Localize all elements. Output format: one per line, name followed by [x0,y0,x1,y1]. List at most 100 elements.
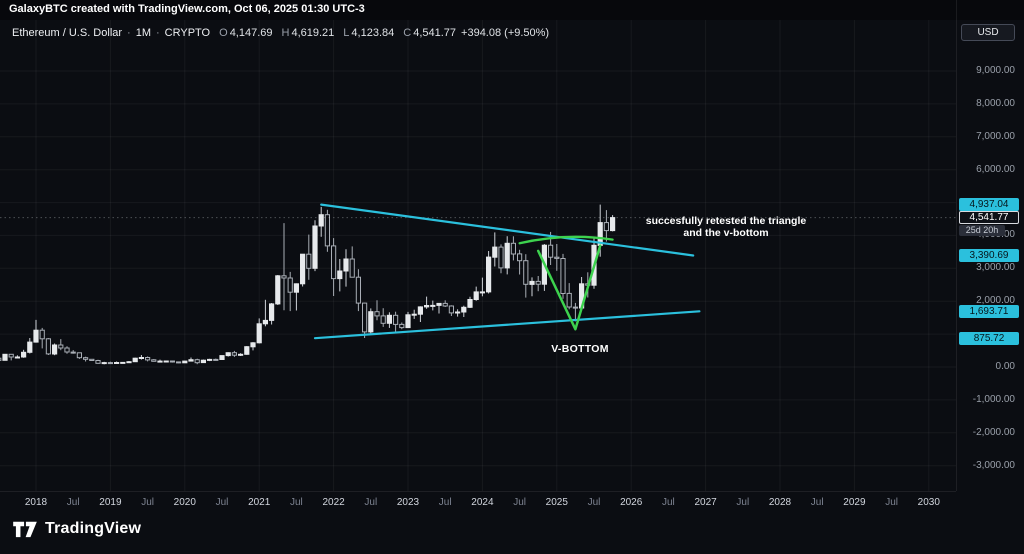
level-price-badge: 3,390.69 [959,249,1019,262]
candle [219,355,225,361]
candle [52,343,58,356]
candle [554,244,560,271]
candle [306,234,312,280]
candle [523,254,529,298]
time-label: 2022 [322,497,345,508]
candle [101,361,107,365]
candle [213,358,219,361]
candle [486,251,492,294]
credit-text: GalaxyBTC created with TradingView.com, … [9,3,365,15]
time-label: Jul [587,497,601,508]
price-tick: -1,000.00 [972,393,1015,405]
candle [300,253,306,287]
price-tick: 6,000.00 [976,163,1015,175]
time-label: 2029 [843,497,866,508]
tradingview-logo[interactable]: TradingView [12,519,141,539]
candle [287,271,293,312]
candle [399,322,405,330]
price-tick: 8,000.00 [976,97,1015,109]
interval-label[interactable]: 1M [135,27,151,39]
time-axis[interactable]: 2018 Jul 2019 Jul 2020 Jul 2021 Jul 2022 Jul 2023 J… [0,491,956,514]
price-axis[interactable]: 9,000.008,000.007,000.006,000.004,000.00… [956,0,1024,491]
grid [0,20,956,491]
candle [27,338,33,354]
candle [45,338,51,355]
candle [138,355,145,360]
price-tick: -3,000.00 [972,459,1015,471]
time-label: 2021 [248,497,271,508]
candle [8,353,14,361]
time-label: Jul [289,497,303,508]
candle [21,349,27,358]
candle [293,283,299,311]
candle [157,359,163,363]
retest-note-line1: succesfully retested the triangle [645,215,807,227]
candle [455,309,461,317]
candle [225,352,231,357]
candle [238,353,244,356]
candle [442,300,448,307]
candle [467,296,473,308]
candle [504,236,510,275]
candle [0,357,2,361]
candle [58,339,64,351]
candle [207,358,213,362]
price-tick: -2,000.00 [972,426,1015,438]
time-label: Jul [885,497,898,508]
candle [517,249,523,275]
time-label: Jul [438,497,452,508]
candle [393,311,399,332]
ohlc-open: O 4,147.69 [219,27,273,39]
candle [362,302,368,338]
separator-dot: · [156,27,160,39]
level-price-badge: 4,937.04 [959,198,1019,212]
v-bottom-drawing[interactable] [518,235,614,331]
price-tick: 3,000.00 [976,262,1015,274]
retest-note[interactable]: succesfully retested the triangle and th… [636,215,816,239]
triangle-upper-trendline[interactable] [320,203,695,257]
time-label: 2026 [620,497,643,508]
candle [498,244,504,274]
credit-bar: GalaxyBTC created with TradingView.com, … [0,0,1024,20]
time-label: Jul [141,497,154,508]
time-label: Jul [513,497,526,508]
candle [603,210,609,242]
candle [535,276,541,292]
candle [120,361,126,364]
countdown-badge: 25d 20h [959,224,1005,236]
candle [163,360,169,363]
symbol-title[interactable]: Ethereum / U.S. Dollar [12,27,123,39]
candle [417,306,423,322]
candle [275,275,281,305]
candle [132,357,138,363]
candle [39,327,45,349]
candle [107,361,114,365]
last-price-badge: 4,541.77 [959,211,1019,225]
market-label: CRYPTO [164,27,211,39]
separator-dot: · [127,27,131,39]
time-label: Jul [810,497,824,508]
candle [510,236,516,261]
candle [200,359,207,364]
candles-layer [0,204,616,365]
tradingview-logo-text: TradingView [45,520,142,537]
triangle-trendlines[interactable] [313,203,701,340]
v-bottom-label[interactable]: V-BOTTOM [551,343,609,355]
price-tick: 0.00 [995,361,1015,372]
triangle-lower-trendline[interactable] [313,310,701,340]
candle [572,302,578,322]
candle [424,296,430,309]
candle [355,269,361,312]
price-tick: 9,000.00 [976,65,1015,76]
price-tick: 2,000.00 [976,295,1015,307]
retest-note-line2: and the v-bottom [683,226,769,239]
currency-toggle-button[interactable]: USD [961,24,1015,41]
time-label: 2020 [173,497,196,508]
time-label: 2023 [396,497,420,508]
time-label: Jul [215,497,229,508]
time-label: 2028 [768,497,792,508]
time-label: 2030 [917,497,940,508]
time-label: 2024 [471,497,494,508]
candle [430,300,436,311]
